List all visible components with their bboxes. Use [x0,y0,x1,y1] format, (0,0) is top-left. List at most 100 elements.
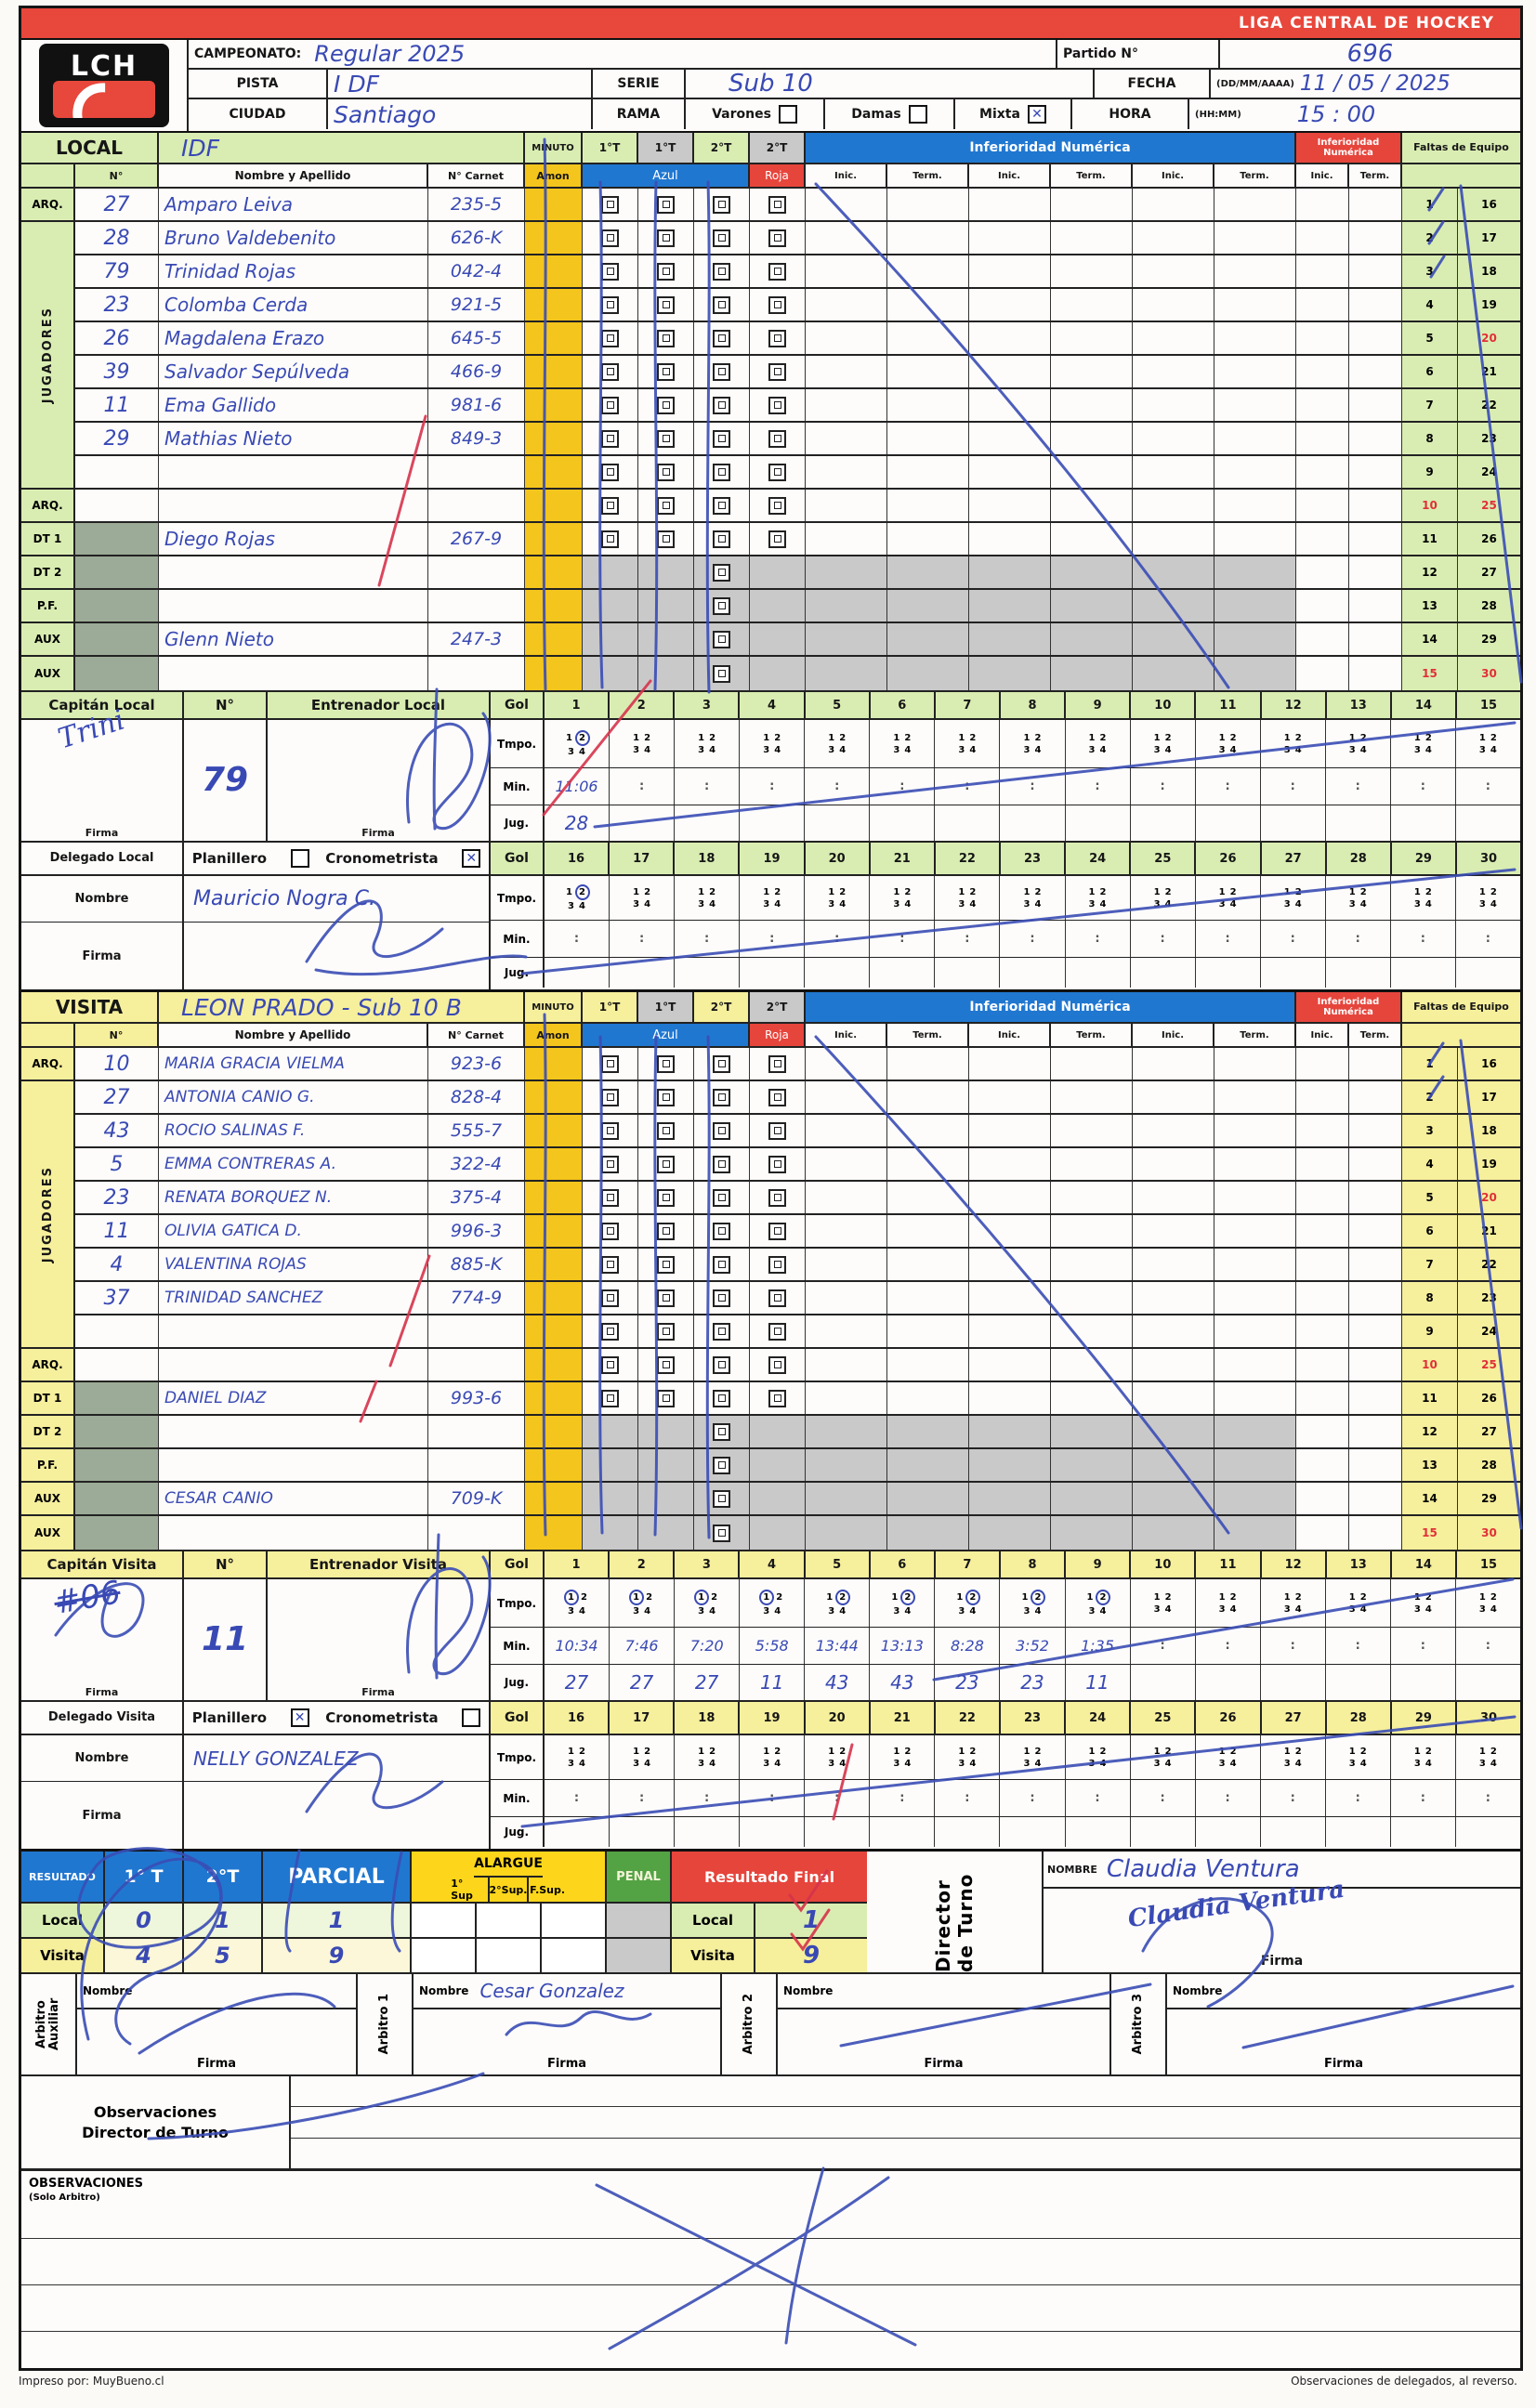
local-row10-inf-3[interactable] [969,490,1051,521]
visita-row14-inf-2[interactable] [887,1483,969,1514]
visita-row9-card-cb3[interactable] [694,1315,750,1347]
visita-gol14-jug[interactable] [1391,1665,1456,1700]
local-gol28-jug[interactable] [1326,958,1391,988]
local-row8-card-cb4[interactable] [750,423,806,454]
local-row7-name[interactable]: Ema Gallido [159,389,428,421]
local-gol21-min[interactable]: : [870,921,936,957]
rama-mixta-checkbox[interactable]: ✕ [1027,105,1046,124]
local-gol13-min[interactable]: : [1326,768,1391,805]
local-row9-inf-3[interactable] [969,456,1051,488]
visita-gol16-min[interactable]: : [545,1780,610,1816]
visita-row4-card-cb4[interactable] [750,1148,806,1180]
visita-row7-infred-2[interactable] [1349,1249,1402,1280]
visita-row5-inf-6[interactable] [1214,1182,1296,1213]
local-gol10-jug[interactable] [1131,805,1196,841]
visita-gol1-min[interactable]: 10:34 [545,1628,610,1664]
local-row4-num[interactable]: 23 [75,289,159,321]
local-row13-carnet[interactable] [428,590,525,622]
visita-row11-num[interactable] [75,1382,159,1414]
local-row15-card-cb3[interactable] [694,657,750,690]
local-row10-infred-2[interactable] [1349,490,1402,521]
visita-row13-infred-1[interactable] [1296,1449,1349,1481]
local-gol1-jug[interactable]: 28 [545,805,610,841]
visita-penal-value[interactable] [607,1939,672,1972]
local-row8-carnet[interactable]: 849-3 [428,423,525,454]
local-row5-inf-4[interactable] [1051,322,1133,354]
visita-gol16-jug[interactable] [545,1817,610,1847]
local-row7-num[interactable]: 11 [75,389,159,421]
visita-gol30-min[interactable]: : [1485,1791,1490,1805]
local-row2-inf-2[interactable] [887,222,969,254]
rama-varones-checkbox[interactable] [778,105,797,124]
obs-director-lines[interactable] [291,2076,1520,2168]
local-row15-infred-1[interactable] [1296,657,1349,690]
visita-gol4-min[interactable]: 5:58 [740,1628,806,1664]
visita-row2-infred-2[interactable] [1349,1081,1402,1113]
local-row14-inf-3[interactable] [969,623,1051,655]
local-gol24-min[interactable]: : [1066,921,1131,957]
visita-row15-card-cb3[interactable] [694,1516,750,1550]
visita-row2-carnet[interactable]: 828-4 [428,1081,525,1113]
local-row11-inf-1[interactable] [806,523,887,555]
visita-row14-card-cb3[interactable] [694,1483,750,1514]
local-gol19-min[interactable]: : [740,921,806,957]
local-row8-amon[interactable] [525,423,583,454]
visita-row7-inf-5[interactable] [1133,1249,1214,1280]
visita-gol2-jug[interactable]: 27 [610,1665,676,1700]
visita-row12-card-cb1[interactable] [583,1416,638,1447]
visita-row5-inf-1[interactable] [806,1182,887,1213]
local-row6-name[interactable]: Salvador Sepúlveda [159,356,428,387]
local-row13-card-cb4[interactable] [750,590,806,622]
visita-row1-infred-2[interactable] [1349,1048,1402,1080]
local-gol12-jug[interactable] [1261,805,1326,841]
local-gol2-jug[interactable] [610,805,676,841]
visita-fsup-value[interactable] [542,1939,607,1972]
local-row12-carnet[interactable] [428,556,525,588]
local-row6-amon[interactable] [525,356,583,387]
serie-value[interactable]: Sub 10 [729,70,813,98]
visita-row6-num[interactable]: 11 [75,1215,159,1247]
visita-row14-infred-2[interactable] [1349,1483,1402,1514]
local-gol18-min[interactable]: : [675,921,741,957]
local-row4-card-cb4[interactable] [750,289,806,321]
visita-row15-inf-3[interactable] [969,1516,1051,1550]
local-row6-inf-1[interactable] [806,356,887,387]
local-row3-inf-1[interactable] [806,255,887,287]
local-row4-card-cb1[interactable] [583,289,638,321]
visita-row6-inf-2[interactable] [887,1215,969,1247]
visita-row8-inf-1[interactable] [806,1282,887,1314]
visita-row9-card-cb2[interactable] [638,1315,694,1347]
visita-row2-infred-1[interactable] [1296,1081,1349,1113]
visita-row12-card-cb2[interactable] [638,1416,694,1447]
visita-row11-name[interactable]: DANIEL DIAZ [159,1382,428,1414]
visita-row14-inf-4[interactable] [1051,1483,1133,1514]
visita-row4-card-cb3[interactable] [694,1148,750,1180]
local-gol23-min[interactable]: : [1000,921,1066,957]
local-row2-num[interactable]: 28 [75,222,159,254]
visita-row2-inf-1[interactable] [806,1081,887,1113]
visita-gol8-jug[interactable]: 23 [1000,1665,1066,1700]
local-row6-inf-5[interactable] [1133,356,1214,387]
visita-row6-carnet[interactable]: 996-3 [428,1215,525,1247]
local-gol27-jug[interactable] [1261,958,1326,988]
visita-row14-infred-1[interactable] [1296,1483,1349,1514]
local-row3-inf-2[interactable] [887,255,969,287]
visita-gol28-jug[interactable] [1326,1817,1391,1847]
visita-row14-card-cb2[interactable] [638,1483,694,1514]
local-row2-card-cb3[interactable] [694,222,750,254]
local-row6-inf-3[interactable] [969,356,1051,387]
visita-gol20-jug[interactable] [805,1817,871,1847]
visita-row13-inf-4[interactable] [1051,1449,1133,1481]
local-2sup-value[interactable] [477,1904,542,1937]
